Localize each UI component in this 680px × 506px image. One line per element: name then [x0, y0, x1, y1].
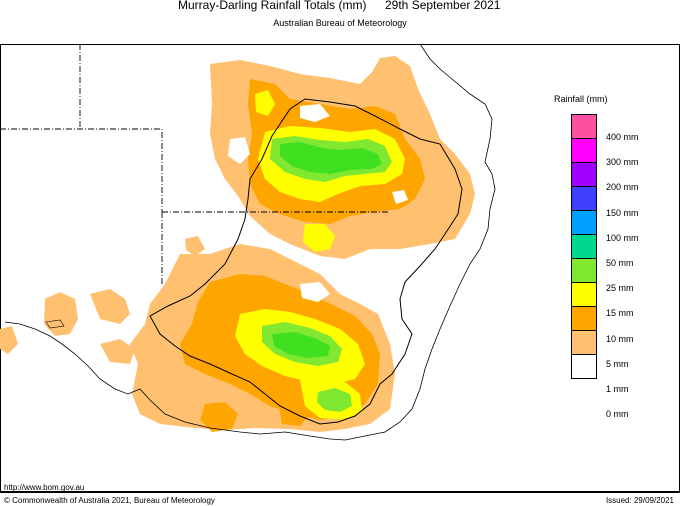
- issued-date: Issued: 29/09/2021: [605, 496, 674, 505]
- source-url[interactable]: http://www.bom.gov.au: [4, 483, 85, 492]
- footer-divider: [0, 492, 680, 493]
- rainfall-map: [0, 44, 680, 492]
- agency-subtitle: Australian Bureau of Meteorology: [273, 18, 407, 28]
- dry-pockets: [228, 104, 425, 302]
- legend-title: Rainfall (mm): [554, 94, 608, 104]
- legend-swatch-5: [571, 330, 597, 355]
- legend-label: 400 mm: [606, 132, 639, 142]
- legend-label: 5 mm: [606, 358, 629, 369]
- basin-boundary: [149, 98, 463, 425]
- copyright-notice: © Commonwealth of Australia 2021, Bureau…: [4, 496, 215, 505]
- legend-labels: 400 mm 300 mm 200 mm 150 mm 100 mm 50 mm…: [606, 132, 639, 439]
- legend-swatch-150: [571, 186, 597, 211]
- legend-label: 0 mm: [606, 409, 629, 420]
- legend-label: 1 mm: [606, 383, 629, 394]
- coastline: [4, 44, 496, 441]
- legend-swatch-10: [571, 306, 597, 331]
- title-main: Murray-Darling Rainfall Totals (mm): [178, 0, 367, 12]
- legend-label: 300 mm: [606, 157, 639, 168]
- legend-label: 150 mm: [606, 207, 639, 218]
- title-date: 29th September 2021: [385, 0, 501, 12]
- legend-label: 15 mm: [606, 308, 634, 319]
- legend-swatch-100: [571, 210, 597, 235]
- legend-swatch-200: [571, 162, 597, 187]
- legend-swatch-15: [571, 282, 597, 307]
- state-borders: [0, 44, 390, 284]
- legend-colorbar: [571, 114, 597, 379]
- legend-swatch-50: [571, 234, 597, 259]
- legend-label: 25 mm: [606, 283, 634, 294]
- legend-label: 200 mm: [606, 182, 639, 193]
- legend-swatch-300: [571, 138, 597, 163]
- islands: [45, 319, 65, 329]
- legend-label: 10 mm: [606, 333, 634, 344]
- legend-label: 100 mm: [606, 232, 639, 243]
- legend-swatch-1: [571, 354, 597, 379]
- legend-label: 50 mm: [606, 257, 634, 268]
- rainfall-25mm-regions: [272, 142, 382, 358]
- legend-swatch-25: [571, 258, 597, 283]
- map-title: Murray-Darling Rainfall Totals (mm) 29th…: [0, 0, 680, 14]
- legend-swatch-400: [571, 114, 597, 139]
